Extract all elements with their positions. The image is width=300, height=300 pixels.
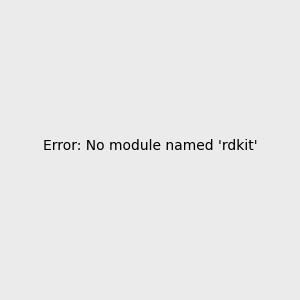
Text: Error: No module named 'rdkit': Error: No module named 'rdkit' — [43, 139, 257, 153]
